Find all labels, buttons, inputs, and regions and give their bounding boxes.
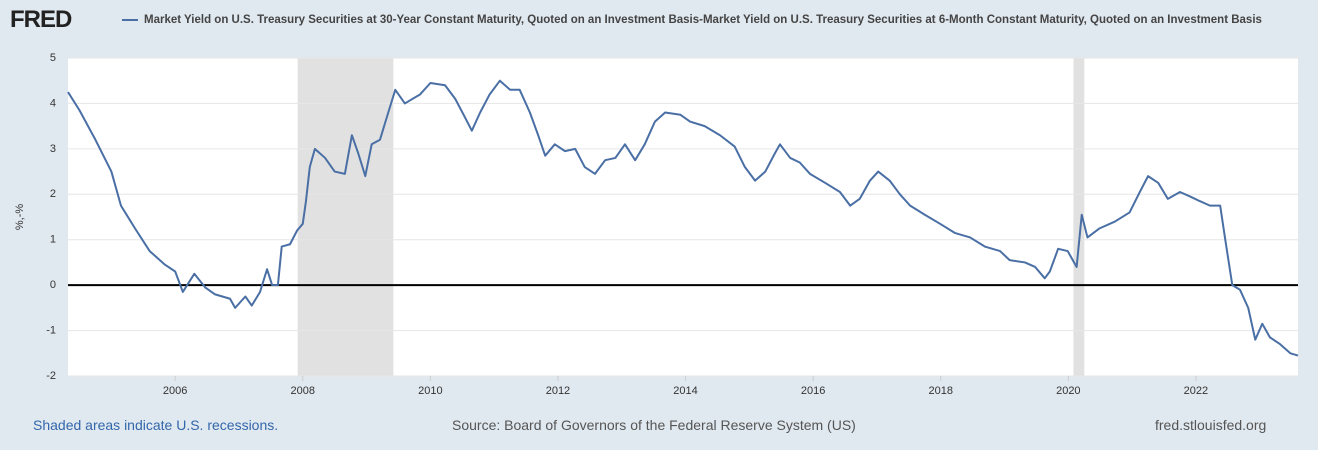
source: Source: Board of Governors of the Federa… xyxy=(452,417,856,433)
legend-swatch xyxy=(122,18,138,21)
y-tick-label: 1 xyxy=(50,234,56,246)
recession-shade xyxy=(297,58,394,376)
x-tick-label: 2022 xyxy=(1184,385,1208,397)
y-tick-label: -1 xyxy=(46,324,56,336)
legend: Market Yield on U.S. Treasury Securities… xyxy=(122,13,1302,28)
x-tick-label: 2020 xyxy=(1056,385,1080,397)
x-tick-label: 2014 xyxy=(673,385,697,397)
y-tick-label: 0 xyxy=(50,279,56,291)
x-tick-label: 2010 xyxy=(418,385,442,397)
recession-note: Shaded areas indicate U.S. recessions. xyxy=(33,417,279,433)
x-tick-label: 2008 xyxy=(291,385,315,397)
legend-label: Market Yield on U.S. Treasury Securities… xyxy=(144,14,1262,26)
x-tick-label: 2012 xyxy=(546,385,570,397)
y-tick-label: 5 xyxy=(50,52,56,64)
recession-shade xyxy=(1073,58,1085,376)
site-link[interactable]: fred.stlouisfed.org xyxy=(1155,417,1267,433)
y-tick-label: 3 xyxy=(50,143,56,155)
y-tick-label: 4 xyxy=(50,97,56,109)
plot-area xyxy=(68,58,1298,376)
y-tick-label: -2 xyxy=(46,370,56,382)
x-tick-label: 2016 xyxy=(801,385,825,397)
logo[interactable]: FRED xyxy=(10,6,72,33)
y-tick-label: 2 xyxy=(50,188,56,200)
x-tick-label: 2018 xyxy=(928,385,952,397)
series-line xyxy=(67,79,1299,357)
y-axis-label: %,-% xyxy=(14,204,26,231)
x-tick-label: 2006 xyxy=(163,385,187,397)
